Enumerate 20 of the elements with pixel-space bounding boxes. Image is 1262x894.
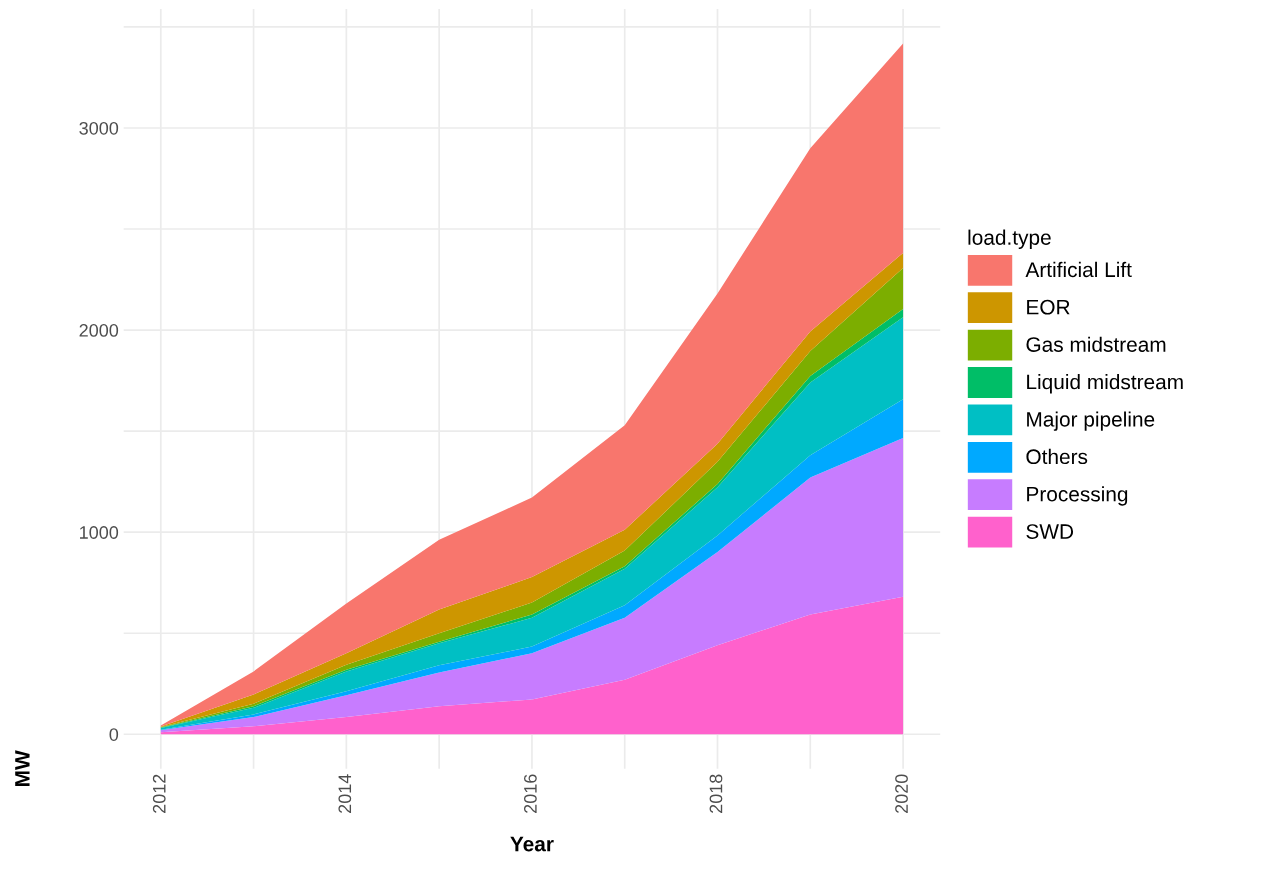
x-tick-label: 2014 [338, 774, 352, 813]
legend-label: SWD [1026, 524, 1074, 539]
y-tick-label: 1000 [80, 526, 119, 539]
legend-label: Liquid midstream [1027, 374, 1183, 394]
legend-label: Major pipeline [1027, 411, 1155, 431]
y-tick-label: 0 [109, 728, 119, 741]
x-tick-label: 2012 [152, 774, 166, 813]
y-axis-title: MW [15, 750, 30, 786]
x-tick-label: 2016 [523, 774, 537, 813]
y-tick-label: 3000 [79, 121, 119, 135]
legend-label: Gas midstream [1026, 336, 1166, 352]
legend-label: EOR [1027, 299, 1070, 315]
legend-label: Processing [1027, 486, 1128, 506]
x-axis-title: Year [510, 836, 554, 852]
legend-title: load.type [968, 229, 1051, 250]
x-tick-label: 2020 [895, 774, 908, 813]
y-tick-label: 2000 [79, 324, 119, 337]
legend-label: Artificial Lift [1025, 261, 1132, 278]
x-tick-label: 2018 [709, 774, 723, 813]
legend-label: Others [1026, 448, 1088, 465]
